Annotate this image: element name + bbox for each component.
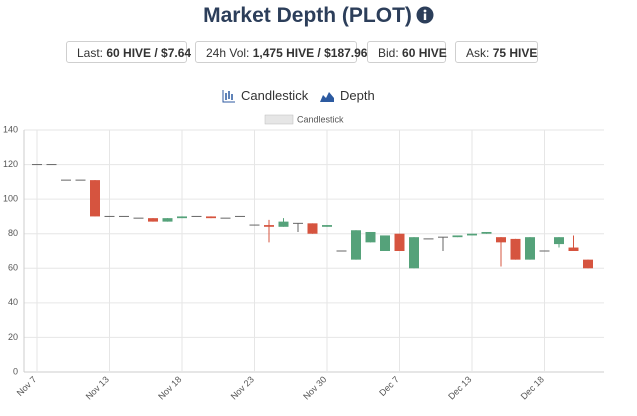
stat-value: 75 HIVE [492,46,538,60]
y-tick-label: 60 [8,263,18,273]
candle-body [583,259,593,269]
candle-body [496,237,506,243]
candle-body [75,179,86,181]
stat-label: Last: [77,46,104,60]
candle-body [539,250,550,252]
candle-body [104,215,115,217]
candle-body [32,164,42,166]
stat-value: 60 HIVE [402,46,447,60]
candle-body [452,235,463,238]
candle-body [235,215,245,217]
candle-body [365,231,376,243]
candle-body [568,247,579,251]
x-tick-label: Nov 18 [156,374,183,401]
y-tick-label: 120 [3,159,18,169]
stat-value: 1,475 HIVE / $187.96 [252,46,368,60]
stat-label: 24h Vol: [206,46,250,60]
stat-label: Bid: [378,46,399,60]
candle-body [119,215,129,217]
title: Market Depth (PLOT) [203,4,412,27]
y-tick-label: 40 [8,297,18,307]
toggle-depth[interactable]: Depth [319,88,375,103]
candle-body [510,238,521,260]
legend-swatch [264,114,294,125]
stat-box: Last: 60 HIVE / $7.64 [66,41,191,63]
x-tick-label: Dec 18 [519,374,546,401]
x-tick-label: Nov 13 [84,374,111,401]
candle-body [525,237,535,260]
candle-body [206,216,216,219]
stat-box: 24h Vol: 1,475 HIVE / $187.96 [195,41,367,63]
x-tick-label: Dec 13 [446,374,473,401]
stat-box: Bid: 60 HIVE [367,41,447,63]
stat-value: 60 HIVE / $7.64 [106,46,192,60]
y-tick-label: 100 [3,194,18,204]
candle-body [293,222,303,224]
candle-body [554,237,564,245]
toggle-candlestick[interactable]: Candlestick [222,88,308,103]
candle-body [249,224,260,226]
candle-body [191,215,202,217]
candle-body [177,216,187,219]
candle-body [438,236,448,238]
candle-body [467,233,477,236]
candle-body [90,180,100,217]
y-tick-label: 140 [3,124,18,134]
candle-body [162,218,173,222]
candle-body [380,235,390,251]
y-tick-label: 0 [13,366,18,376]
stat-label: Ask: [466,46,490,60]
info-icon[interactable] [416,6,434,24]
stat-box: Ask: 75 HIVE [455,41,538,63]
candle-body [394,233,405,251]
candle-body [307,223,318,234]
candle-body [264,225,274,227]
candle-body [46,164,57,166]
candle-body [423,238,434,240]
candle-body [278,221,289,227]
legend-label: Candlestick [297,114,344,124]
x-tick-label: Nov 23 [229,374,256,401]
candle-body [148,218,158,222]
candle-icon [222,90,235,103]
x-tick-label: Nov 7 [15,374,39,398]
candle-body [351,230,361,260]
toggle-label: Candlestick [241,88,309,103]
candle-body [220,217,231,219]
depth-icon [320,92,334,102]
candle-body [409,237,419,269]
toggle-label: Depth [340,88,375,103]
candle-body [481,231,492,234]
candle-body [336,250,347,252]
candle-body [133,217,144,219]
y-tick-label: 80 [8,228,18,238]
x-tick-label: Nov 30 [301,374,328,401]
title-row: Market Depth (PLOT) [0,4,637,28]
y-tick-label: 20 [8,332,18,342]
x-tick-label: Dec 7 [377,374,401,398]
candle-body [322,225,332,227]
candle-body [61,179,71,181]
